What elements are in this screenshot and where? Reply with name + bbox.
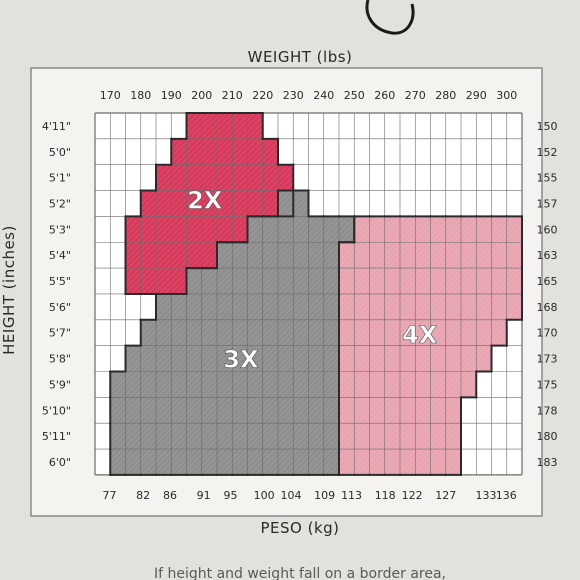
x-bottom-tick-label: 133 [476, 489, 497, 502]
y-left-tick-label: 5'4" [49, 249, 71, 262]
x-bottom-tick-label: 127 [435, 489, 456, 502]
x-top-tick-label: 180 [130, 89, 151, 102]
zone-hatch [110, 397, 339, 424]
x-top-tick-label: 270 [405, 89, 426, 102]
zone-hatch [186, 113, 263, 139]
zone-label-3x: 3X [223, 345, 259, 373]
y-left-tick-label: 5'8" [49, 353, 71, 366]
y-right-tick-label: 155 [537, 172, 558, 185]
y-right-tick-label: 178 [537, 404, 558, 417]
x-bottom-tick-label: 77 [103, 489, 117, 502]
y-left-tick-label: 6'0" [49, 456, 71, 469]
zone-hatch [171, 138, 278, 165]
y-right-tick-label: 173 [537, 353, 558, 366]
zone-hatch [339, 371, 477, 398]
y-right-tick-label: 175 [537, 378, 558, 391]
x-bottom-tick-label: 109 [314, 489, 335, 502]
y-left-tick-label: 5'2" [49, 197, 71, 210]
y-right-tick-label: 180 [537, 430, 558, 443]
zone-hatch [110, 371, 339, 398]
y-right-tick-label: 168 [537, 301, 558, 314]
y-left-tick-label: 5'10" [42, 404, 71, 417]
weight-axis-title: WEIGHT (lbs) [248, 48, 353, 66]
zone-label-2x: 2X [187, 186, 223, 214]
y-right-tick-label: 152 [537, 146, 558, 159]
footnote: If height and weight fall on a border ar… [154, 566, 446, 580]
x-top-tick-label: 230 [283, 89, 304, 102]
logo-fragment-icon [365, 0, 415, 35]
zone-hatch [110, 423, 339, 450]
y-left-tick-label: 5'1" [49, 172, 71, 185]
y-left-tick-label: 5'6" [49, 301, 71, 314]
x-bottom-tick-label: 118 [375, 489, 396, 502]
x-top-tick-label: 240 [313, 89, 334, 102]
x-bottom-tick-label: 104 [281, 489, 302, 502]
x-bottom-tick-label: 113 [341, 489, 362, 502]
y-left-tick-label: 5'11" [42, 430, 71, 443]
x-bottom-tick-label: 91 [197, 489, 211, 502]
y-left-tick-label: 5'5" [49, 275, 71, 288]
y-left-tick-label: 5'9" [49, 378, 71, 391]
peso-axis-title: PESO (kg) [260, 519, 339, 537]
x-bottom-tick-label: 95 [224, 489, 238, 502]
y-right-tick-label: 183 [537, 456, 558, 469]
zone-hatch [354, 216, 522, 243]
x-top-tick-label: 250 [344, 89, 365, 102]
zone-hatch [156, 164, 294, 191]
y-right-tick-label: 157 [537, 197, 558, 210]
x-top-tick-label: 220 [252, 89, 273, 102]
x-top-tick-label: 200 [191, 89, 212, 102]
x-top-tick-label: 300 [496, 89, 517, 102]
x-bottom-tick-label: 136 [496, 489, 517, 502]
y-left-tick-label: 5'7" [49, 327, 71, 340]
x-bottom-tick-label: 86 [163, 489, 177, 502]
x-top-tick-label: 170 [100, 89, 121, 102]
tick-labels: 170 180 190 200 210 220 230 240 250 260 270 280 290 3… [42, 89, 558, 502]
zone-labels: 2X 3X 4X [187, 186, 438, 374]
x-top-tick-label: 260 [374, 89, 395, 102]
x-bottom-tick-label: 122 [402, 489, 423, 502]
y-right-tick-label: 170 [537, 327, 558, 340]
x-bottom-tick-label: 82 [136, 489, 150, 502]
y-right-tick-label: 163 [537, 249, 558, 262]
zone-hatch [110, 449, 339, 475]
zone-hatch [140, 319, 339, 346]
height-axis-title: HEIGHT (inches) [0, 225, 18, 355]
y-left-tick-label: 4'11" [42, 120, 71, 133]
x-bottom-tick-label: 100 [254, 489, 275, 502]
zone-outlines [109, 112, 523, 476]
x-top-tick-label: 190 [161, 89, 182, 102]
x-top-tick-label: 290 [466, 89, 487, 102]
x-top-tick-label: 280 [435, 89, 456, 102]
y-right-tick-label: 160 [537, 223, 558, 236]
y-left-tick-label: 5'0" [49, 146, 71, 159]
y-left-tick-label: 5'3" [49, 223, 71, 236]
zone-hatch [247, 216, 355, 243]
y-right-tick-label: 150 [537, 120, 558, 133]
y-right-tick-label: 165 [537, 275, 558, 288]
x-top-tick-label: 210 [222, 89, 243, 102]
zone-label-4x: 4X [402, 321, 438, 349]
zone-hatch [339, 319, 507, 346]
